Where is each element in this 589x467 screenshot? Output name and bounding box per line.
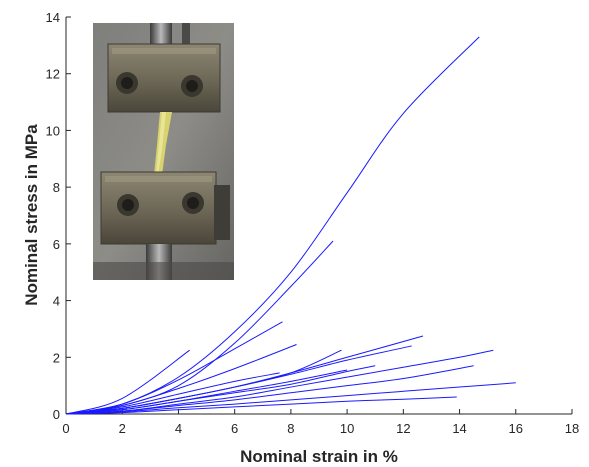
- y-tick-group: 0 2 4 6 8 10 12 14: [46, 10, 71, 422]
- x-tick-group: 0 2 4 6 8 10 12 14 16 18: [62, 409, 579, 436]
- y-tick-label: 8: [53, 180, 60, 195]
- x-tick-label: 10: [340, 421, 354, 436]
- series-group: [65, 36, 516, 415]
- series-line-13: [65, 382, 516, 415]
- series-line-15: [65, 369, 348, 415]
- x-tick-label: 2: [119, 421, 126, 436]
- y-tick-label: 14: [46, 10, 60, 25]
- series-line-5: [65, 344, 297, 415]
- x-tick-label: 8: [287, 421, 294, 436]
- x-tick-label: 14: [452, 421, 466, 436]
- x-tick-label: 6: [231, 421, 238, 436]
- series-line-9: [65, 349, 342, 415]
- series-line-3: [65, 321, 283, 415]
- y-tick-label: 6: [53, 237, 60, 252]
- y-tick-label: 12: [46, 67, 60, 82]
- y-tick-label: 0: [53, 407, 60, 422]
- series-line-7: [65, 335, 424, 415]
- y-axis-label: Nominal stress in MPa: [22, 124, 41, 306]
- x-tick-label: 16: [509, 421, 523, 436]
- inset-photo: [93, 23, 234, 280]
- series-line-4: [65, 349, 190, 415]
- x-tick-label: 0: [62, 421, 69, 436]
- series-line-12: [65, 365, 474, 415]
- x-tick-label: 12: [396, 421, 410, 436]
- y-tick-label: 4: [53, 294, 60, 309]
- x-tick-label: 18: [565, 421, 579, 436]
- series-line-14: [65, 396, 457, 415]
- y-tick-label: 2: [53, 350, 60, 365]
- y-tick-label: 10: [46, 123, 60, 138]
- series-line-6: [65, 372, 280, 415]
- x-tick-label: 4: [175, 421, 182, 436]
- x-axis-label: Nominal strain in %: [240, 447, 398, 466]
